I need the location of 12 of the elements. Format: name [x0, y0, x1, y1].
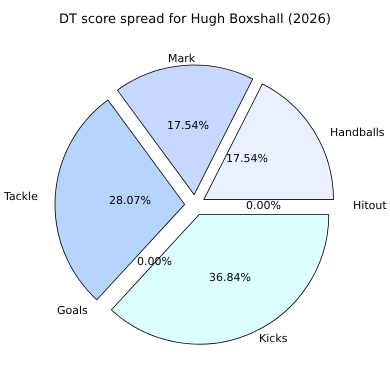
data-label: 36.84% — [209, 271, 251, 284]
text: 0.00% — [246, 199, 281, 212]
slice-label: Mark — [168, 52, 196, 65]
chart-title: DT score spread for Hugh Boxshall (2026) — [59, 12, 331, 27]
category-label: Goals — [57, 304, 88, 317]
data-label: 17.54% — [167, 119, 209, 132]
data-label: 28.07% — [109, 194, 151, 207]
slice-label: Kicks — [259, 332, 288, 345]
data-label: 17.54% — [226, 152, 268, 165]
slice-label: Handballs — [330, 126, 385, 139]
category-label: Hitout — [353, 199, 387, 212]
slice-label: Tackle — [3, 190, 38, 203]
